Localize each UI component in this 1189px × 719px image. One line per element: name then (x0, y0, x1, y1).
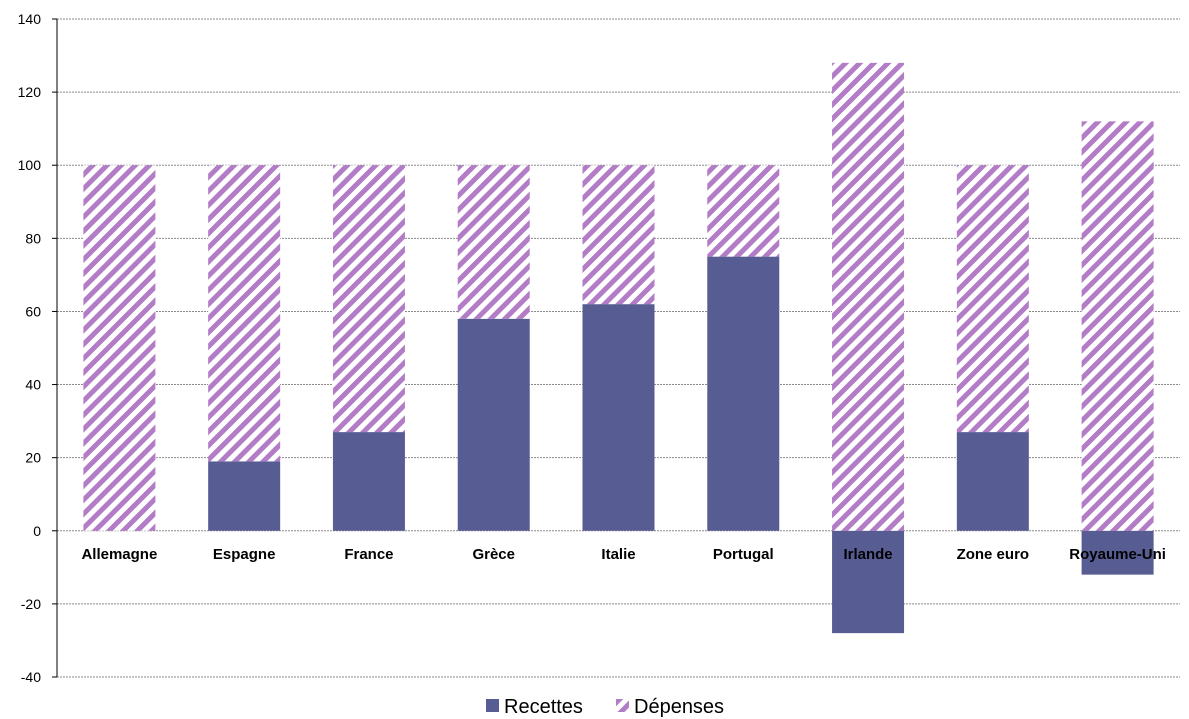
category-label: Irlande (843, 546, 892, 563)
category-label: Portugal (713, 546, 774, 563)
category-label: Allemagne (81, 546, 157, 563)
category-label: France (344, 546, 393, 563)
bar-depenses (208, 165, 281, 462)
legend: Recettes Dépenses (486, 696, 724, 718)
bar-depenses (707, 165, 780, 257)
legend-swatch (616, 699, 629, 712)
bar-recettes (208, 461, 281, 531)
bar-depenses (956, 165, 1029, 433)
category-label: Royaume-Uni (1069, 546, 1166, 563)
bar-recettes (707, 256, 780, 531)
legend-depenses: Dépenses (616, 696, 724, 718)
legend-label: Dépenses (634, 696, 724, 718)
bar-recettes (956, 432, 1029, 531)
legend-swatch (486, 699, 499, 712)
category-labels: Allemagne Espagne France Grèce Italie Portuga… (81, 546, 1165, 563)
bar-depenses (83, 165, 156, 531)
bar-depenses (457, 165, 530, 319)
bar-depenses (1081, 121, 1154, 531)
y-tick-label: -20 (21, 596, 41, 612)
bar-recettes (582, 304, 655, 531)
legend-recettes: Recettes (486, 696, 583, 718)
category-label: Espagne (213, 546, 276, 563)
bar-depenses (582, 165, 655, 305)
y-tick-label: 20 (25, 450, 41, 466)
y-tick-label: 140 (18, 11, 42, 27)
y-tick-label: 60 (25, 303, 41, 319)
y-tick-label: 120 (18, 84, 42, 100)
y-tick-label: 80 (25, 230, 41, 246)
bar-depenses (332, 165, 405, 433)
bars (83, 62, 1154, 634)
y-tick-label: 100 (18, 157, 42, 173)
category-label: Grèce (472, 546, 515, 563)
bar-recettes (457, 318, 530, 531)
bar-recettes (1081, 530, 1154, 575)
y-tick-label: -40 (21, 669, 41, 685)
bar-depenses (832, 62, 905, 531)
y-axis: 140 120 100 80 60 40 20 0 -20 -40 (18, 11, 58, 685)
y-tick-label: 0 (33, 523, 41, 539)
legend-label: Recettes (504, 696, 583, 718)
category-label: Italie (601, 546, 635, 563)
category-label: Zone euro (957, 546, 1030, 563)
bar-recettes (332, 432, 405, 531)
y-tick-label: 40 (25, 377, 41, 393)
bar-recettes (832, 530, 905, 634)
